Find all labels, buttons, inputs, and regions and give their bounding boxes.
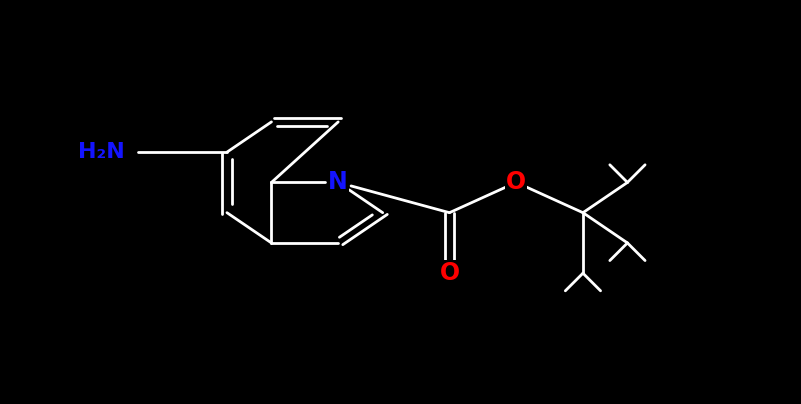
Text: H₂N: H₂N [78, 142, 125, 162]
Text: O: O [506, 170, 526, 194]
Text: N: N [328, 170, 348, 194]
Text: O: O [440, 261, 460, 285]
